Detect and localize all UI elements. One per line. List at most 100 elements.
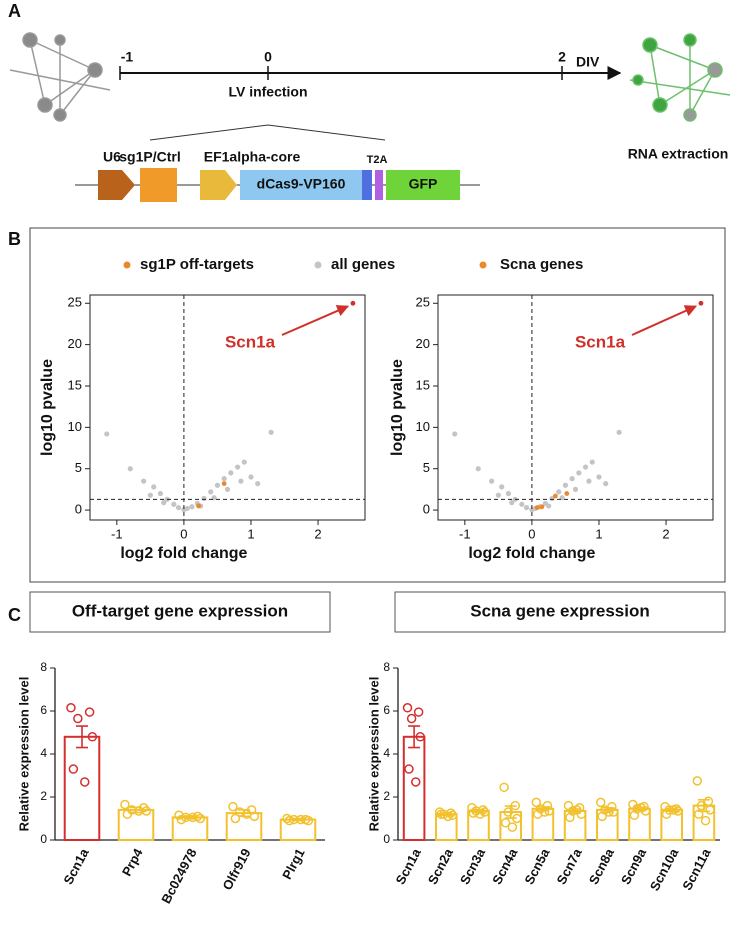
- data-point: [157, 490, 164, 497]
- data-point: [255, 481, 261, 487]
- u6-promoter: [98, 170, 135, 200]
- y-tick-label: 0: [383, 832, 390, 846]
- x-tick-label: Scn2a: [425, 845, 457, 887]
- replicate-point: [120, 799, 130, 810]
- x-tick-label: Plrg1: [279, 846, 308, 882]
- data-point: [189, 504, 195, 510]
- annotation: Scn1a: [225, 332, 276, 351]
- data-point: [509, 500, 515, 506]
- y-tick-label: 8: [40, 660, 47, 674]
- data-point: [184, 505, 190, 512]
- replicate-point: [565, 812, 575, 823]
- y-tick-label: 6: [40, 703, 47, 717]
- x-tick-label: 0: [180, 526, 187, 541]
- replicate-point: [296, 814, 306, 825]
- x-tick-label: 0: [528, 526, 535, 541]
- y-tick-label: 8: [383, 660, 390, 674]
- plot-frame: [89, 294, 366, 521]
- data-point: [221, 481, 227, 487]
- legend-label: all genes: [331, 256, 395, 273]
- x-tick-label: 1: [595, 526, 602, 541]
- x-tick-label: Olfr919: [219, 846, 253, 893]
- replicate-point: [636, 803, 646, 813]
- replicate-point: [705, 805, 715, 815]
- bar: [595, 808, 619, 842]
- replicate-point: [289, 814, 299, 825]
- construct-label: T2A: [367, 154, 388, 166]
- data-point: [495, 492, 501, 498]
- annotation: Scn1a: [575, 332, 626, 351]
- timeline-label: 2: [558, 49, 566, 65]
- y-tick-label: 25: [68, 295, 82, 310]
- panel-label: B: [8, 229, 21, 249]
- panel-label: A: [8, 1, 21, 21]
- replicate-point: [84, 707, 95, 717]
- y-axis-label: Relative expression level: [366, 677, 381, 832]
- data-point: [104, 431, 110, 437]
- replicate-point: [693, 809, 704, 819]
- data-point: [201, 495, 207, 502]
- y-tick-label: 5: [423, 460, 430, 475]
- y-tick-label: 2: [40, 789, 47, 803]
- data-point: [505, 490, 512, 497]
- data-point: [519, 501, 525, 507]
- data-point: [151, 484, 157, 490]
- y-tick-label: 20: [68, 336, 82, 351]
- bar: [628, 807, 651, 842]
- data-point: [569, 476, 575, 482]
- replicate-point: [443, 811, 453, 822]
- annotation-arrow: [281, 305, 350, 336]
- replicate-point: [668, 805, 679, 815]
- replicate-point: [468, 808, 479, 818]
- timeline-unit: DIV: [576, 54, 600, 70]
- replicate-point: [284, 815, 295, 826]
- bar: [63, 735, 101, 841]
- x-tick-label: 2: [314, 526, 321, 541]
- data-point: [562, 482, 569, 488]
- replicate-point: [696, 800, 707, 811]
- replicate-point: [242, 809, 252, 819]
- y-axis-label: Relative expression level: [16, 677, 31, 832]
- data-point: [241, 459, 247, 465]
- y-tick-label: 10: [68, 419, 82, 434]
- data-point: [556, 489, 562, 495]
- data-point: [228, 470, 234, 476]
- data-point: [698, 300, 704, 306]
- y-tick-label: 10: [416, 419, 430, 434]
- replicate-point: [703, 796, 714, 807]
- replicate-point: [87, 732, 98, 742]
- title-box: [29, 591, 331, 633]
- replicate-point: [415, 732, 426, 742]
- data-point: [534, 505, 540, 510]
- replicate-point: [510, 800, 520, 811]
- legend-marker: [123, 261, 131, 269]
- data-point: [616, 429, 622, 435]
- end-event-label: RNA extraction: [628, 146, 729, 162]
- replicate-point: [571, 805, 582, 815]
- y-tick-label: 20: [416, 336, 430, 351]
- replicate-point: [608, 807, 619, 817]
- x-axis-label: log2 fold change: [468, 545, 595, 562]
- replicate-point: [80, 777, 90, 787]
- panel-label: C: [8, 605, 21, 625]
- data-point: [238, 478, 244, 484]
- t2a-block: [362, 170, 372, 200]
- replicate-point: [188, 812, 198, 823]
- y-tick-label: 15: [68, 377, 82, 392]
- data-point: [161, 500, 167, 506]
- construct-label: EF1alpha-core: [204, 149, 301, 165]
- replicate-point: [499, 782, 509, 793]
- neurons-right: [629, 33, 731, 122]
- x-tick-label: 2: [662, 526, 669, 541]
- replicate-point: [563, 800, 574, 811]
- dcas9: [240, 170, 362, 200]
- replicate-point: [604, 807, 614, 817]
- data-point: [539, 504, 545, 510]
- construct-label: U6: [103, 149, 121, 165]
- construct-label: dCas9-VP160: [257, 176, 346, 192]
- x-tick-label: Scn5a: [521, 845, 553, 887]
- replicate-point: [629, 810, 640, 821]
- replicate-point: [282, 813, 292, 824]
- replicate-point: [66, 703, 76, 713]
